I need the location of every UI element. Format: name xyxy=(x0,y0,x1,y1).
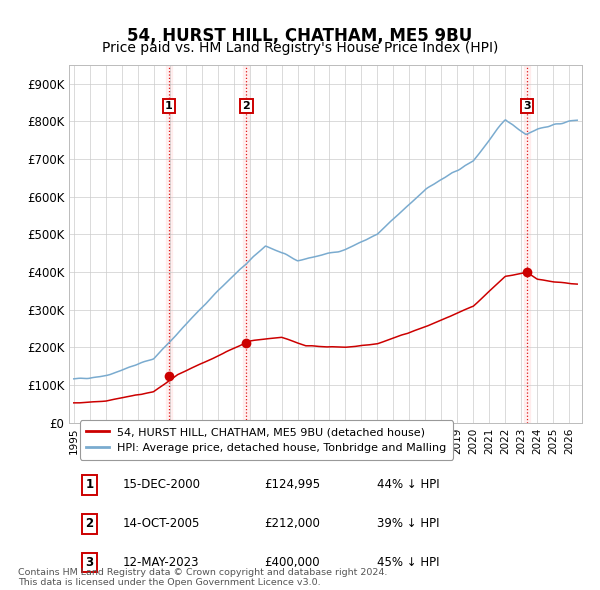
Text: 1: 1 xyxy=(85,478,94,491)
Text: 3: 3 xyxy=(523,101,531,111)
Text: 2: 2 xyxy=(242,101,250,111)
Text: 14-OCT-2005: 14-OCT-2005 xyxy=(123,517,200,530)
Text: Price paid vs. HM Land Registry's House Price Index (HPI): Price paid vs. HM Land Registry's House … xyxy=(102,41,498,55)
Text: 54, HURST HILL, CHATHAM, ME5 9BU: 54, HURST HILL, CHATHAM, ME5 9BU xyxy=(127,27,473,45)
Bar xyxy=(524,65,530,422)
Text: 15-DEC-2000: 15-DEC-2000 xyxy=(123,478,201,491)
Text: 44% ↓ HPI: 44% ↓ HPI xyxy=(377,478,439,491)
Bar xyxy=(166,65,172,422)
Text: 12-MAY-2023: 12-MAY-2023 xyxy=(123,556,199,569)
Text: £212,000: £212,000 xyxy=(264,517,320,530)
Text: 45% ↓ HPI: 45% ↓ HPI xyxy=(377,556,439,569)
Bar xyxy=(244,65,249,422)
Text: 2: 2 xyxy=(85,517,94,530)
Text: £400,000: £400,000 xyxy=(264,556,320,569)
Text: 3: 3 xyxy=(85,556,94,569)
Text: 1: 1 xyxy=(165,101,173,111)
Legend: 54, HURST HILL, CHATHAM, ME5 9BU (detached house), HPI: Average price, detached : 54, HURST HILL, CHATHAM, ME5 9BU (detach… xyxy=(80,421,454,460)
Text: Contains HM Land Registry data © Crown copyright and database right 2024.
This d: Contains HM Land Registry data © Crown c… xyxy=(18,568,388,587)
Text: £124,995: £124,995 xyxy=(264,478,320,491)
Text: 39% ↓ HPI: 39% ↓ HPI xyxy=(377,517,439,530)
